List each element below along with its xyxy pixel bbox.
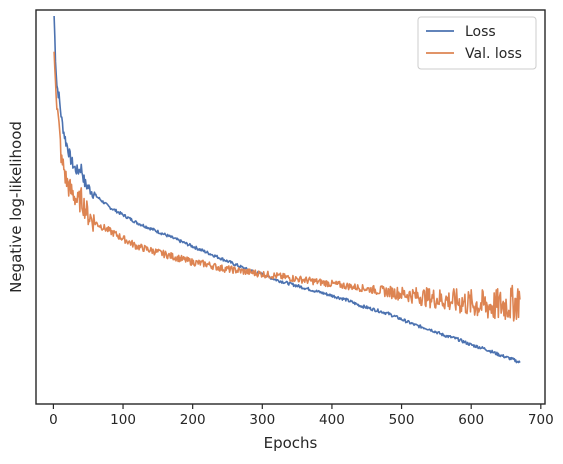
x-tick-label: 400 (319, 412, 345, 428)
legend-label: Val. loss (465, 46, 522, 62)
legend: Loss Val. loss (417, 16, 537, 70)
series-layer (53, 15, 521, 364)
x-tick-label: 500 (389, 412, 415, 428)
x-tick-label: 300 (249, 412, 275, 428)
legend-label: Loss (465, 24, 496, 40)
plot-frame (35, 9, 546, 405)
x-tick-label: 0 (49, 412, 58, 428)
x-tick-label: 600 (458, 412, 484, 428)
x-tick-label: 200 (180, 412, 206, 428)
x-axis: 0 100 200 300 400 500 600 700 (49, 404, 554, 428)
series-line-loss (53, 15, 521, 364)
x-tick-label: 700 (528, 412, 554, 428)
legend-box (417, 16, 537, 70)
y-axis-label: Negative log-likelihood (7, 121, 25, 293)
x-axis-label: Epochs (264, 434, 318, 452)
x-tick-label: 100 (110, 412, 136, 428)
series-line-val-loss (53, 51, 521, 322)
